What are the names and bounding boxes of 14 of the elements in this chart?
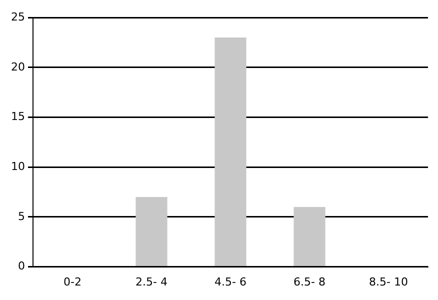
y-tick-label: 15: [10, 110, 25, 124]
y-tick-label: 25: [10, 10, 25, 24]
y-tick-label: 5: [18, 210, 25, 223]
bar: [214, 38, 246, 266]
y-tick-label: 0: [18, 260, 25, 273]
x-tick-label: 0-2: [64, 275, 82, 288]
bar: [294, 206, 326, 266]
x-tick-label: 4.5- 6: [214, 275, 246, 288]
y-tick-label: 10: [10, 160, 25, 173]
bar: [136, 197, 168, 266]
x-tick-label: 2.5- 4: [136, 275, 168, 288]
y-tick-label: 20: [10, 60, 25, 74]
x-tick-label: 8.5- 10: [369, 275, 408, 288]
x-tick-label: 6.5- 8: [294, 275, 326, 288]
